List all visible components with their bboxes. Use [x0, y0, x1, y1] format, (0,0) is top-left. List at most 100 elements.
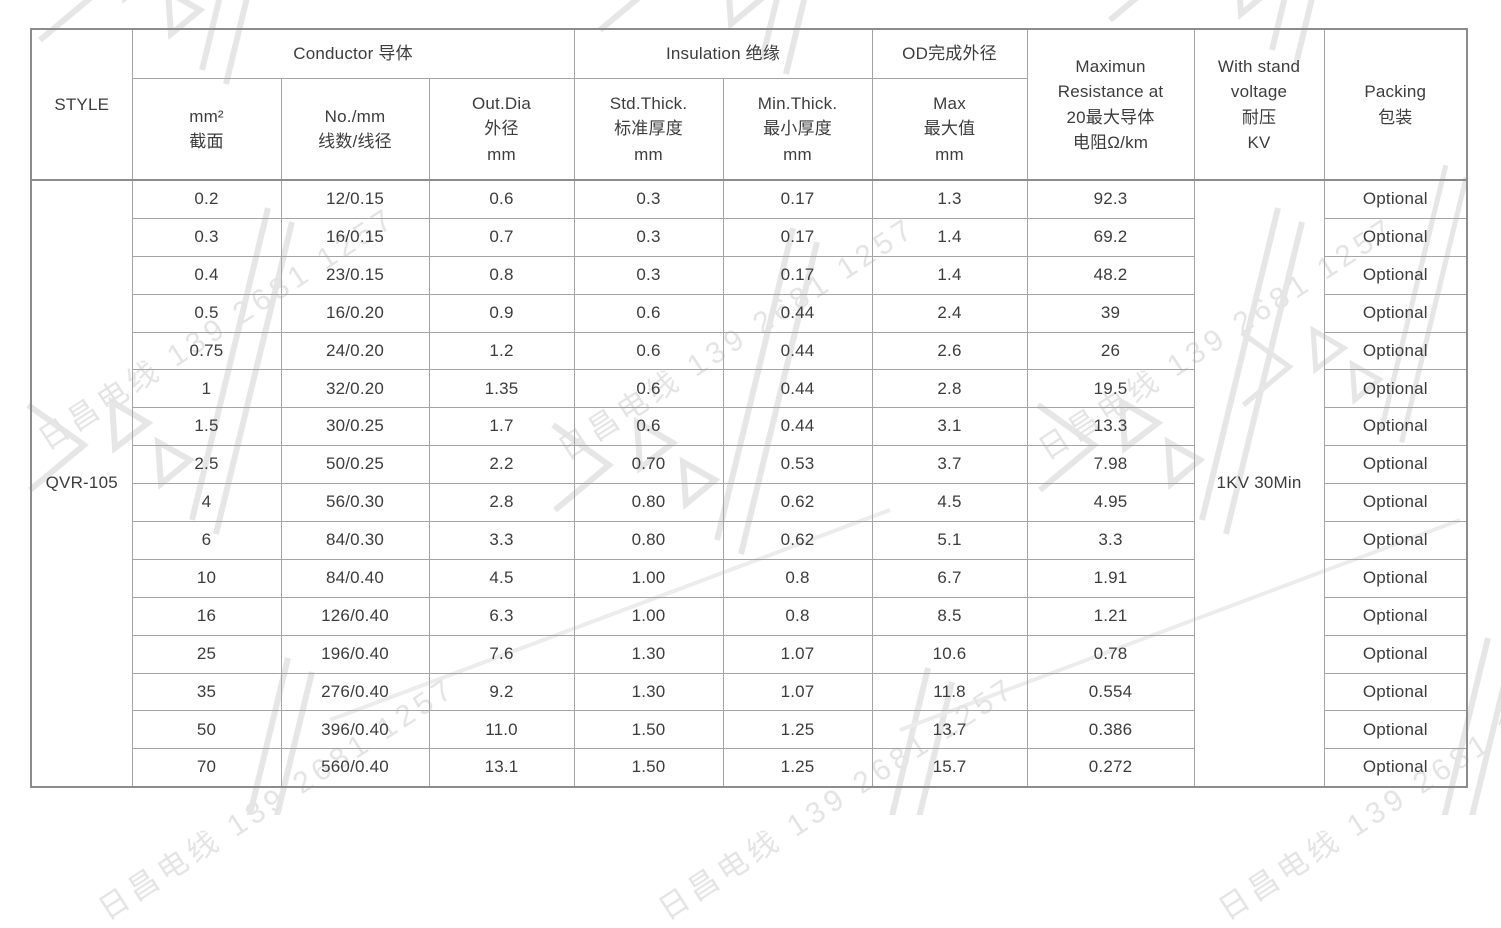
cell: 56/0.30	[280, 483, 430, 523]
cell: 0.53	[722, 445, 873, 485]
cell: 50	[131, 710, 282, 750]
cell: 5.1	[871, 521, 1028, 560]
cell: 0.80	[573, 521, 724, 560]
cell: 0.4	[131, 255, 282, 295]
cell: 0.6	[573, 369, 724, 409]
cell: 1.7	[428, 407, 575, 447]
cell: 0.6	[573, 331, 724, 371]
withstand-value-cell: 1KV 30Min	[1193, 179, 1325, 788]
cell: 16/0.15	[280, 217, 430, 257]
cell: 0.6	[573, 293, 724, 333]
cell: Optional	[1323, 483, 1468, 523]
cell: 1.21	[1026, 596, 1195, 636]
cell: 0.386	[1026, 710, 1195, 750]
cell: 2.8	[871, 369, 1028, 409]
header-max: Max 最大值 mm	[871, 78, 1028, 181]
header-group-conductor: Conductor 导体	[131, 28, 575, 79]
cell: 19.5	[1026, 369, 1195, 409]
table-row: QVR-105 0.2 12/0.15 0.6 0.3 0.17 1.3 92.3 1KV 30…	[30, 179, 1468, 788]
cell: 0.8	[722, 558, 873, 598]
cell: 9.2	[428, 672, 575, 712]
cell: 11.0	[428, 710, 575, 750]
cell: 0.6	[573, 407, 724, 447]
cell: 0.17	[722, 255, 873, 295]
cell: 0.44	[722, 331, 873, 371]
cell: 0.5	[131, 293, 282, 333]
header-packing: Packing 包装	[1323, 28, 1468, 181]
cell: 16	[131, 596, 282, 636]
cell: 6	[131, 521, 282, 560]
cell: 4.5	[428, 558, 575, 598]
cell: 1.07	[722, 634, 873, 674]
cell: 0.44	[722, 407, 873, 447]
cell: 0.3	[573, 255, 724, 295]
cell: 1.91	[1026, 558, 1195, 598]
cell: 6.7	[871, 558, 1028, 598]
cell: 48.2	[1026, 255, 1195, 295]
cell: 0.3	[573, 217, 724, 257]
cell: 1.25	[722, 710, 873, 750]
style-value-cell: QVR-105	[30, 179, 133, 788]
header-group-insulation: Insulation 绝缘	[573, 28, 873, 79]
cell: 7.6	[428, 634, 575, 674]
cell: 3.7	[871, 445, 1028, 485]
table-body: QVR-105 0.2 12/0.15 0.6 0.3 0.17 1.3 92.3 1KV 30…	[30, 179, 1468, 788]
cell: 126/0.40	[280, 596, 430, 636]
cell: 0.8	[722, 596, 873, 636]
header-resistance: Maximun Resistance at 20最大导体 电阻Ω/km	[1026, 28, 1195, 181]
cell: 0.8	[428, 255, 575, 295]
cell: 0.3	[573, 179, 724, 219]
cell: 4	[131, 483, 282, 523]
header-style: STYLE	[30, 28, 133, 181]
cell: Optional	[1323, 331, 1468, 371]
cell: 0.17	[722, 217, 873, 257]
cell: Optional	[1323, 179, 1468, 219]
cell: 12/0.15	[280, 179, 430, 219]
header-group-od: OD完成外径	[871, 28, 1028, 79]
cell: 0.62	[722, 483, 873, 523]
cell: 1.00	[573, 558, 724, 598]
cell: 2.5	[131, 445, 282, 485]
cell: 0.44	[722, 369, 873, 409]
cell: 2.4	[871, 293, 1028, 333]
cell: Optional	[1323, 255, 1468, 295]
cell: Optional	[1323, 596, 1468, 636]
cell: 0.9	[428, 293, 575, 333]
cell: 0.7	[428, 217, 575, 257]
cell: 0.80	[573, 483, 724, 523]
cell: 0.75	[131, 331, 282, 371]
header-withstand: With stand voltage 耐压 KV	[1193, 28, 1325, 181]
cell: 10	[131, 558, 282, 598]
cell: 1.35	[428, 369, 575, 409]
cell: 1.4	[871, 217, 1028, 257]
cell: 84/0.40	[280, 558, 430, 598]
cell: Optional	[1323, 369, 1468, 409]
cell: 0.70	[573, 445, 724, 485]
cell: 4.5	[871, 483, 1028, 523]
cell: 69.2	[1026, 217, 1195, 257]
cell: 1.3	[871, 179, 1028, 219]
cell: 1.25	[722, 748, 873, 788]
cell: 4.95	[1026, 483, 1195, 523]
cell: 1.30	[573, 672, 724, 712]
cell: 25	[131, 634, 282, 674]
cell: 26	[1026, 331, 1195, 371]
cell: 3.1	[871, 407, 1028, 447]
cell: 84/0.30	[280, 521, 430, 560]
cell: Optional	[1323, 710, 1468, 750]
cell: 7.98	[1026, 445, 1195, 485]
cell: 13.3	[1026, 407, 1195, 447]
cell: 3.3	[1026, 521, 1195, 560]
header-std-thick: Std.Thick. 标准厚度 mm	[573, 78, 724, 181]
cell: 196/0.40	[280, 634, 430, 674]
cell: 13.7	[871, 710, 1028, 750]
cell: Optional	[1323, 445, 1468, 485]
header-out-dia: Out.Dia 外径 mm	[428, 78, 575, 181]
cell: 24/0.20	[280, 331, 430, 371]
cell: Optional	[1323, 293, 1468, 333]
cell: 1.50	[573, 748, 724, 788]
cell: 1.50	[573, 710, 724, 750]
cell: 0.17	[722, 179, 873, 219]
cell: 10.6	[871, 634, 1028, 674]
cell: 1.2	[428, 331, 575, 371]
